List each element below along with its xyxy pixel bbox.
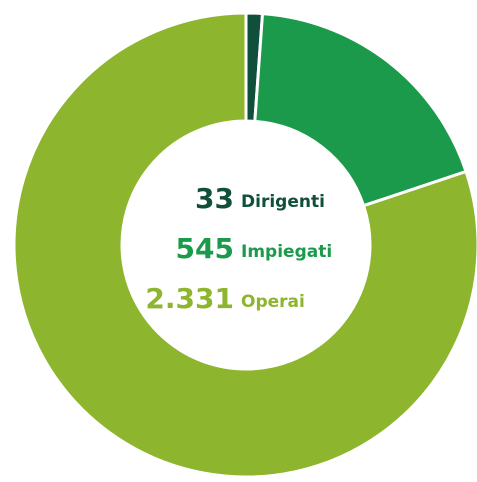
category-label: Dirigenti [241,192,325,212]
value-label: 545 [176,232,234,265]
donut [12,11,477,479]
value-label: 33 [195,182,234,215]
value-label: 2.331 [145,282,234,315]
slice [253,11,468,208]
category-label: Operai [241,292,305,312]
category-label: Impiegati [241,242,332,262]
center-labels: 33 Dirigenti 545 Impiegati 2.331 Operai [145,182,332,315]
slice [12,11,477,479]
